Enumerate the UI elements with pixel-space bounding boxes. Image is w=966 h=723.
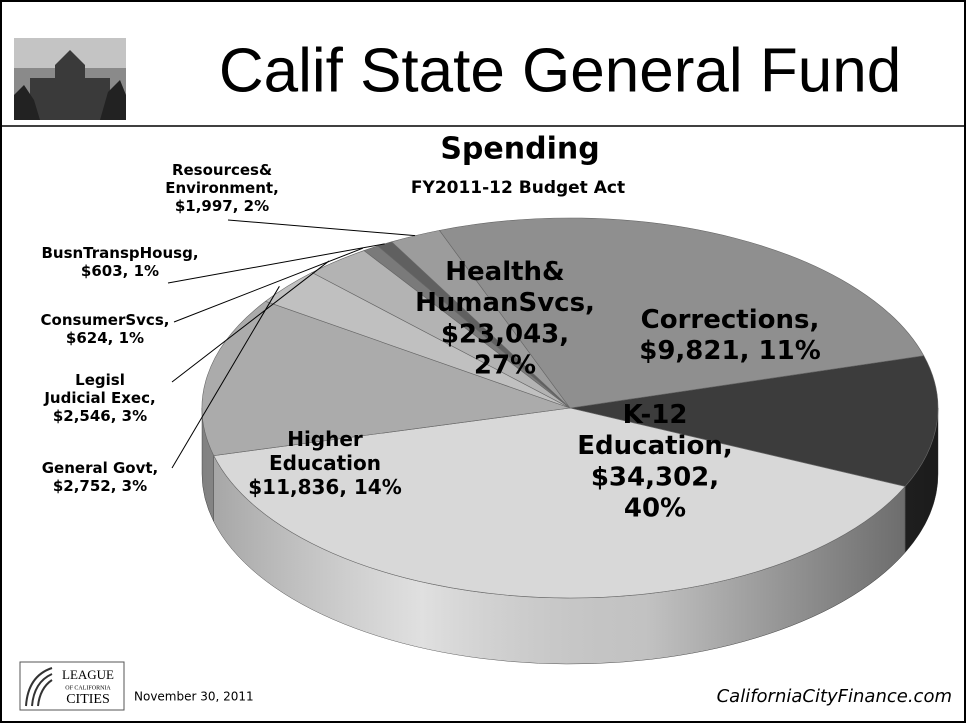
slice-label: K-12 Education, [577, 400, 732, 461]
leader-line [171, 260, 330, 383]
slice-label: Corrections, [641, 305, 820, 335]
pie-side-shade [213, 455, 906, 665]
pie-slice [201, 300, 571, 456]
leader-line [171, 286, 280, 469]
value-label: $9,821, 11% [639, 336, 821, 366]
logo: LEAGUE OF CALIFORNIA CITIES [19, 661, 125, 711]
date: November 30, 2011 [134, 690, 254, 704]
leader-line [227, 219, 416, 237]
website: CaliforniaCityFinance.com [717, 686, 952, 707]
pie-slice [569, 355, 939, 487]
slice-label: BusnTranspHousg, [41, 244, 198, 262]
logo-text: LEAGUE [62, 667, 114, 682]
pie: Corrections,$9,821, 11% K-12 Education,$34… [41, 161, 939, 665]
pie-slice [438, 217, 925, 409]
slice-label: Legisl Judicial Exec, [43, 371, 155, 407]
pie-side-shade [202, 408, 214, 522]
slice-label: ConsumerSvcs, [41, 311, 170, 329]
chart-subtitle: FY2011-12 Budget Act [411, 178, 625, 198]
header-image [14, 38, 126, 120]
slice-label: Resources& Environment, [165, 161, 279, 197]
value-label: $624, 1% [66, 329, 144, 347]
logo-text: CITIES [66, 692, 110, 707]
pie-side-shade [905, 408, 938, 553]
slide-title: Calif State General Fund [219, 36, 901, 105]
value-label: $603, 1% [81, 262, 159, 280]
logo-text: OF CALIFORNIA [65, 685, 111, 691]
chart-title: Spending [440, 132, 599, 167]
pie-slice [213, 407, 906, 599]
value-label: $1,997, 2% [175, 197, 269, 215]
value-label: $23,043, 27% [441, 319, 569, 380]
leader-line [167, 243, 385, 284]
slice-label: General Govt, [42, 459, 158, 477]
leader-line [173, 247, 364, 323]
slice-label: Higher Education [269, 427, 381, 475]
slice-label: Health& HumanSvcs, [415, 257, 595, 318]
value-label: $2,752, 3% [53, 477, 147, 495]
value-label: $2,546, 3% [53, 407, 147, 425]
value-label: $34,302, 40% [591, 462, 719, 523]
value-label: $11,836, 14% [248, 475, 402, 499]
